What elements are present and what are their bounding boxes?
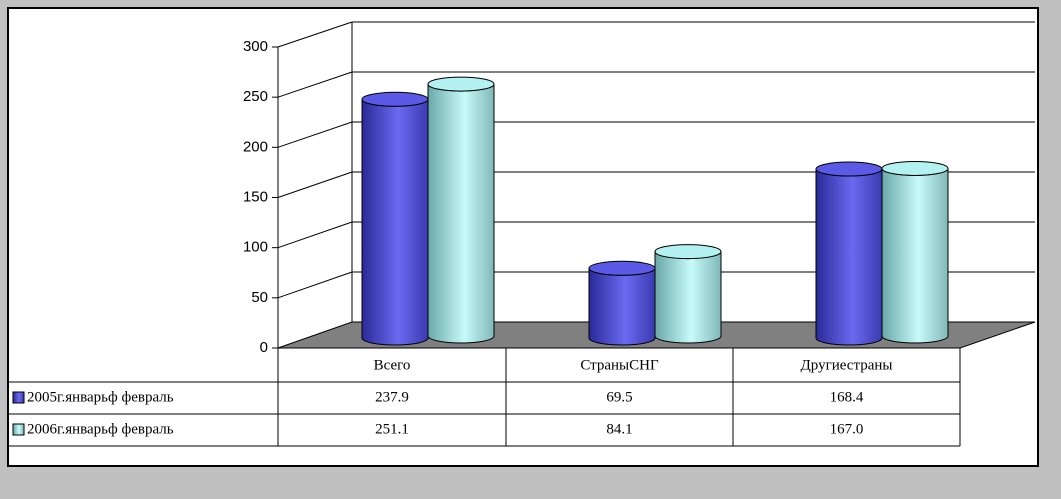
grid-line xyxy=(277,171,353,198)
cylinder-top xyxy=(427,76,495,92)
x-tick-label: Другиестраны xyxy=(801,357,893,373)
table-value: 237.9 xyxy=(375,389,409,405)
grid-line xyxy=(277,221,353,249)
grid-line xyxy=(277,271,353,299)
cylinder-top xyxy=(588,260,656,276)
cylinder xyxy=(881,168,949,344)
legend-label: 2005г.январьф февраль xyxy=(27,389,174,405)
y-tick-label: 150 xyxy=(243,188,268,205)
cylinder xyxy=(815,168,883,346)
cylinder xyxy=(654,251,722,344)
y-tick-label: 50 xyxy=(251,289,268,306)
cylinder xyxy=(427,83,495,344)
x-tick-label: СтраныСНГ xyxy=(580,357,659,373)
cylinder-top xyxy=(815,161,883,177)
x-tick-label: Всего xyxy=(374,357,411,373)
legend-swatch xyxy=(12,391,25,404)
legend-label: 2006г.январьф февраль xyxy=(27,421,174,437)
table-value: 168.4 xyxy=(830,389,864,405)
grid-line xyxy=(277,121,353,148)
grid-line xyxy=(277,21,353,48)
cylinder xyxy=(588,268,656,346)
y-tick-label: 0 xyxy=(260,339,268,356)
y-tick-label: 300 xyxy=(243,38,268,55)
cylinder-top xyxy=(361,91,429,107)
y-tick-label: 200 xyxy=(243,138,268,155)
table-value: 167.0 xyxy=(830,421,864,437)
cylinder xyxy=(361,99,429,346)
grid-line xyxy=(277,71,353,98)
table-value: 69.5 xyxy=(606,389,632,405)
y-tick-label: 250 xyxy=(243,88,268,105)
cylinder-top xyxy=(881,160,949,176)
cylinder-top xyxy=(654,244,722,260)
legend-swatch xyxy=(12,423,25,436)
y-tick-label: 100 xyxy=(243,239,268,256)
table-value: 251.1 xyxy=(375,421,409,437)
table-value: 84.1 xyxy=(606,421,632,437)
